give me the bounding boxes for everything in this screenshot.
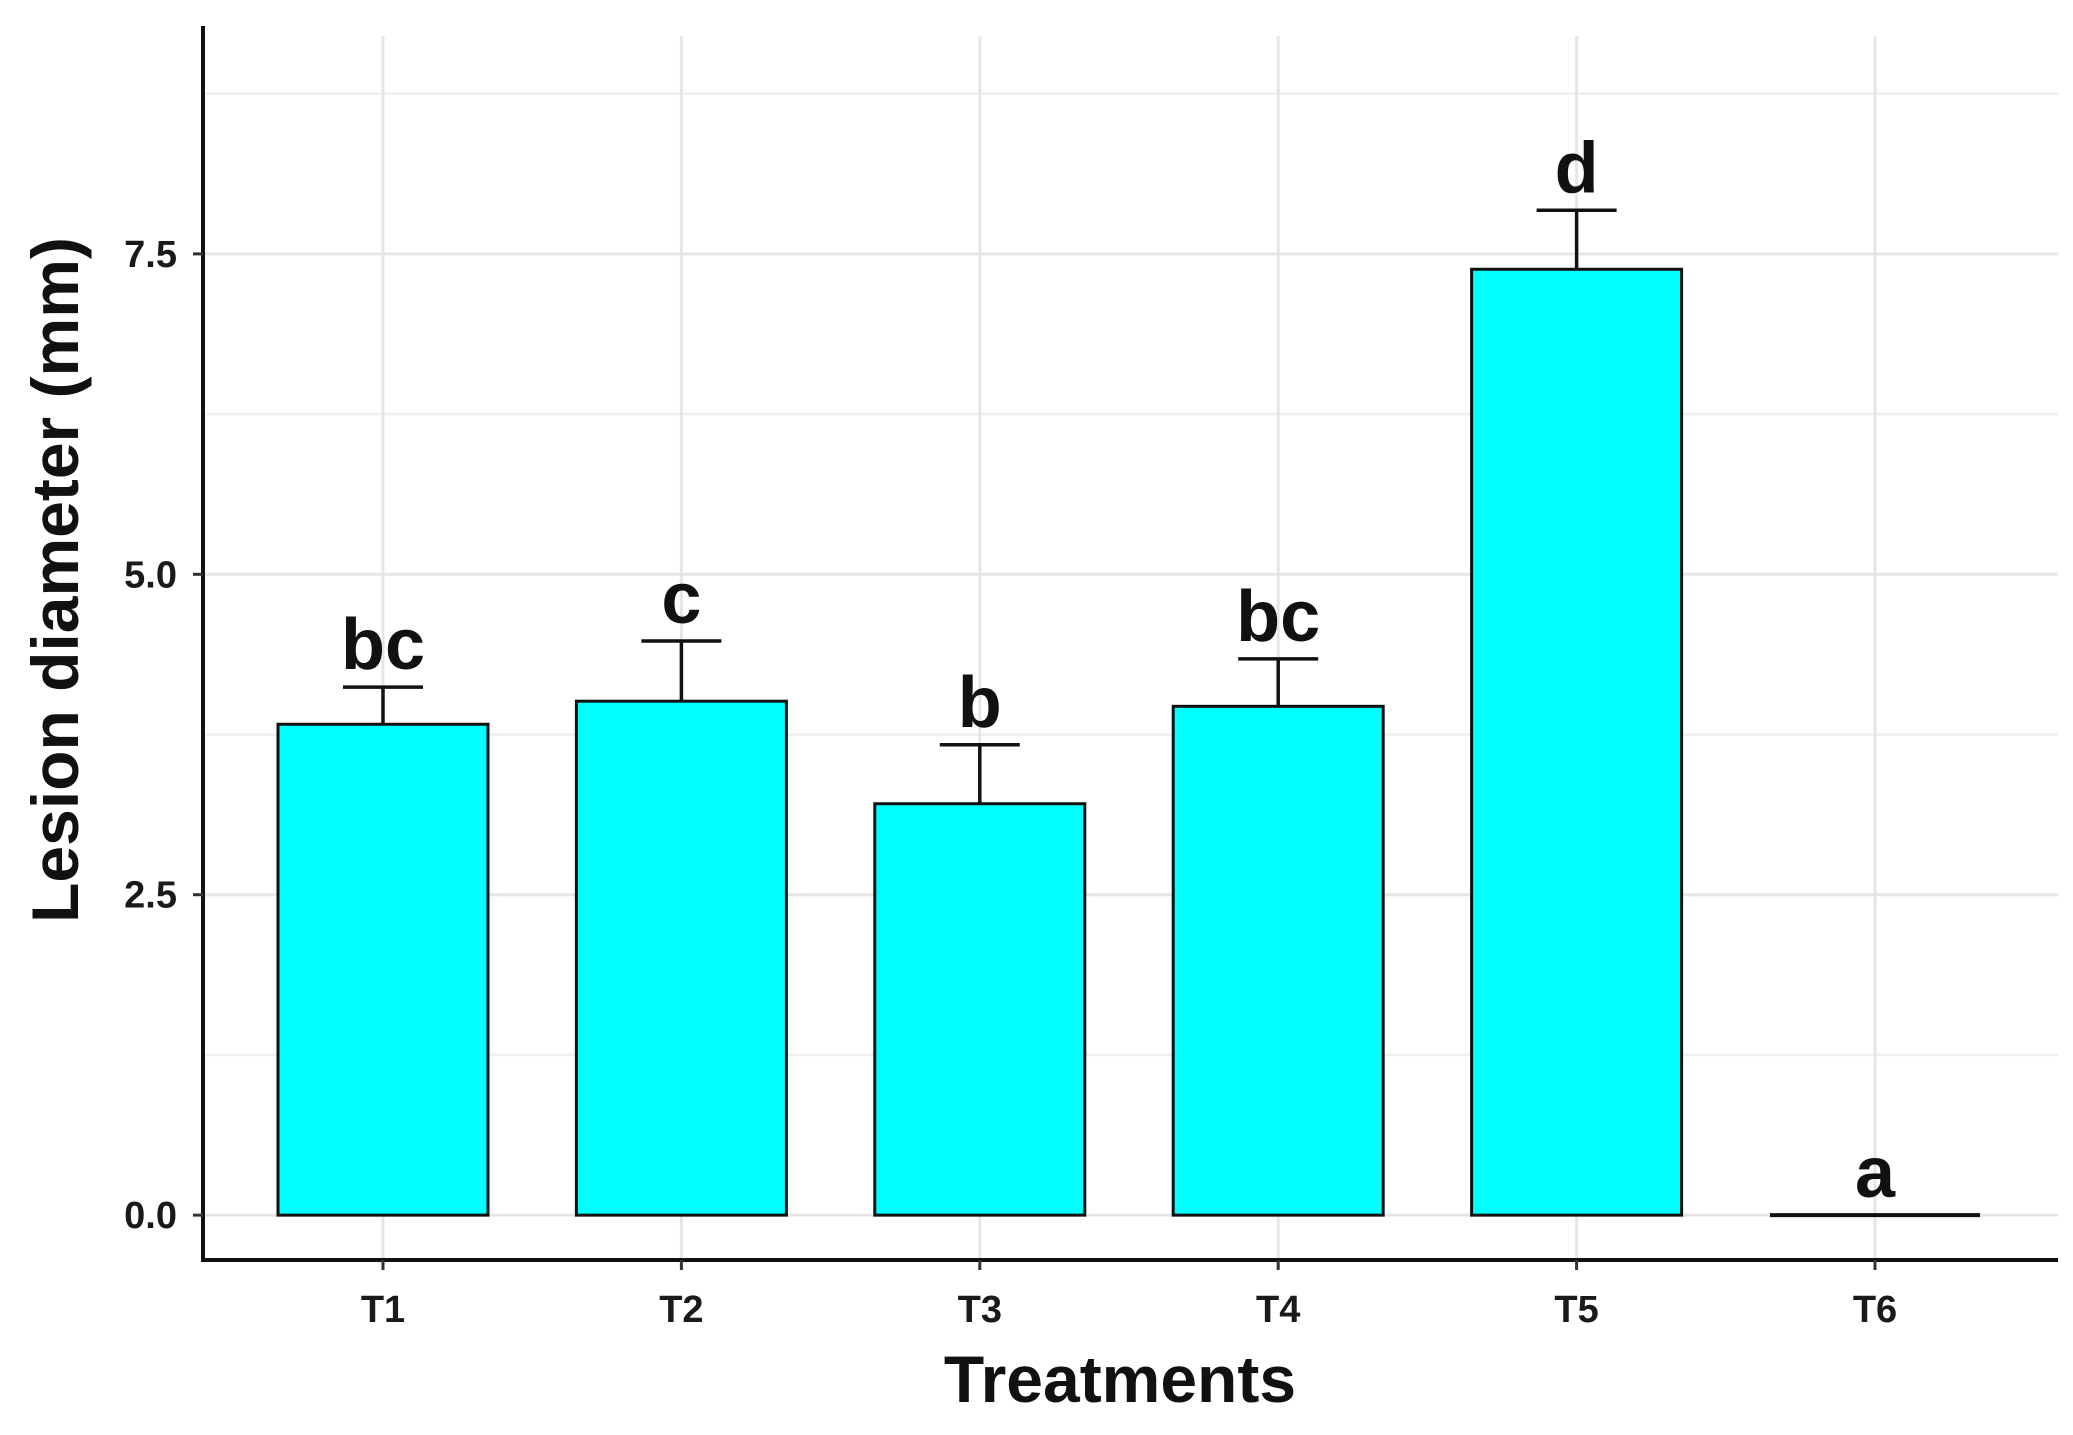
significance-letter-t2: c xyxy=(661,559,701,639)
significance-letter-t5: d xyxy=(1555,128,1599,208)
y-tick-label: 0.0 xyxy=(124,1195,177,1237)
significance-letter-t4: bc xyxy=(1236,577,1320,657)
y-tick-label: 2.5 xyxy=(124,875,177,917)
x-axis-title: Treatments xyxy=(944,1342,1296,1416)
bar-t1 xyxy=(276,722,490,1217)
x-tick-label-t6: T6 xyxy=(1853,1289,1897,1331)
x-tick-label-t5: T5 xyxy=(1554,1289,1598,1331)
x-tick-label-t3: T3 xyxy=(958,1289,1002,1331)
labels-layer: bc c b bc d a 0.0 2.5 5.0 7.5 T1 T2 T3 T4 T5 T6 xyxy=(124,128,1897,1331)
x-tick-label-t4: T4 xyxy=(1256,1289,1300,1331)
y-axis-title: Lesion diameter (mm) xyxy=(18,237,92,923)
significance-letter-t1: bc xyxy=(341,605,425,685)
bar-t5 xyxy=(1470,267,1684,1217)
y-tick-label: 7.5 xyxy=(124,234,177,276)
significance-letter-t3: b xyxy=(958,663,1002,743)
x-tick-label-t1: T1 xyxy=(361,1289,405,1331)
bar-t3 xyxy=(873,802,1087,1217)
bars-layer xyxy=(276,208,1980,1218)
axes-layer xyxy=(193,26,2058,1270)
significance-letter-t6: a xyxy=(1855,1133,1896,1213)
bar-t2 xyxy=(574,699,788,1217)
y-tick-label: 5.0 xyxy=(124,554,177,596)
bar-t4 xyxy=(1171,704,1385,1217)
x-tick-label-t2: T2 xyxy=(659,1289,703,1331)
